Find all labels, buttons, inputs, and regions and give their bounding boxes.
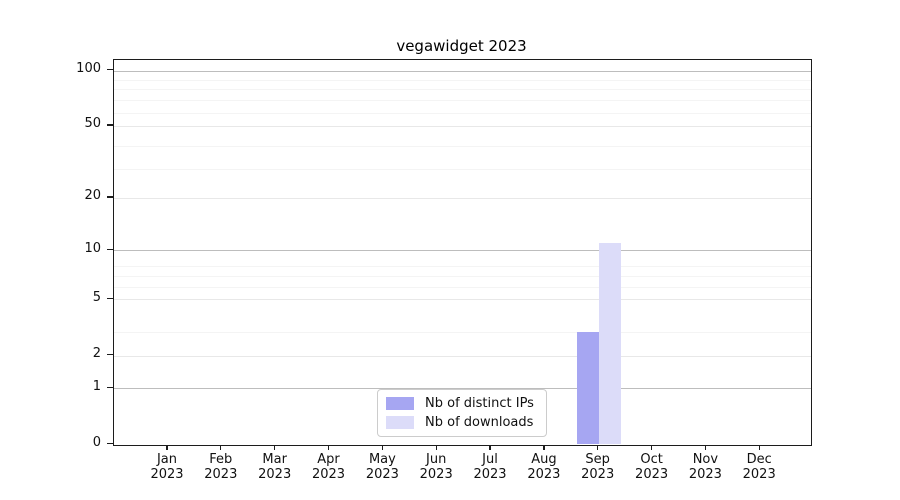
minor-gridline <box>114 89 811 91</box>
y-tick-label: 1 <box>92 378 101 394</box>
y-tick-label: 50 <box>84 116 101 132</box>
y-tick-mark <box>107 124 113 126</box>
x-tick-label-jun: Jun 2023 <box>419 451 453 483</box>
y-tick-label: 0 <box>92 435 101 450</box>
x-tick-mark <box>650 444 653 450</box>
minor-gridline <box>114 332 811 334</box>
x-tick-mark <box>597 444 599 450</box>
minor-gridline <box>114 276 811 277</box>
minor-gridline <box>114 266 811 268</box>
y-tick-label: 100 <box>76 61 101 76</box>
major-gridline <box>114 355 811 357</box>
bar-nb-of-downloads-sep <box>598 243 621 445</box>
minor-gridline <box>114 286 811 288</box>
minor-gridline <box>114 145 811 147</box>
x-tick-mark <box>758 444 760 450</box>
x-tick-label-dec: Dec 2023 <box>742 451 776 483</box>
y-tick-label: 10 <box>84 240 101 256</box>
plot-area: Nb of distinct IPs Nb of downloads <box>113 59 812 446</box>
x-tick-mark <box>274 444 276 450</box>
y-tick-label: 2 <box>92 346 101 361</box>
x-tick-label-aug: Aug 2023 <box>527 451 561 483</box>
legend: Nb of distinct IPs Nb of downloads <box>377 389 547 437</box>
x-tick-mark <box>704 444 707 450</box>
y-tick-mark <box>107 354 113 356</box>
legend-item-distinct-ips: Nb of distinct IPs <box>386 396 534 411</box>
y-tick-mark <box>107 443 113 445</box>
y-tick-label: 5 <box>92 289 101 305</box>
x-tick-label-oct: Oct 2023 <box>635 451 669 483</box>
y-tick-label: 20 <box>84 188 101 204</box>
major-gridline <box>114 70 811 72</box>
y-tick-mark <box>107 196 113 198</box>
legend-swatch-downloads <box>386 416 414 429</box>
major-gridline <box>114 299 811 301</box>
x-tick-label-jul: Jul 2023 <box>473 451 507 483</box>
x-tick-label-nov: Nov 2023 <box>688 451 722 483</box>
chart-title: vegawidget 2023 <box>396 37 527 55</box>
bar-nb-of-distinct-ips-sep <box>576 332 599 445</box>
major-gridline <box>114 197 811 199</box>
x-tick-label-sep: Sep 2023 <box>581 451 615 483</box>
x-tick-label-feb: Feb 2023 <box>204 451 238 483</box>
x-tick-label-may: May 2023 <box>365 451 399 483</box>
legend-swatch-distinct-ips <box>386 397 414 410</box>
major-gridline <box>114 388 811 390</box>
x-tick-mark <box>220 444 222 450</box>
x-tick-mark <box>327 444 330 450</box>
minor-gridline <box>114 79 811 81</box>
minor-gridline <box>114 100 811 102</box>
x-tick-label-jan: Jan 2023 <box>150 451 184 483</box>
y-tick-mark <box>107 248 113 251</box>
x-tick-mark <box>489 444 491 450</box>
x-tick-label-mar: Mar 2023 <box>258 451 292 483</box>
y-tick-mark <box>107 69 113 71</box>
legend-item-downloads: Nb of downloads <box>386 415 534 430</box>
minor-gridline <box>114 112 811 114</box>
y-tick-mark <box>107 386 113 389</box>
major-gridline <box>114 250 811 252</box>
x-tick-mark <box>435 444 437 450</box>
y-tick-mark <box>107 297 113 300</box>
legend-label-downloads: Nb of downloads <box>425 415 534 430</box>
major-gridline <box>114 125 811 127</box>
minor-gridline <box>114 168 811 170</box>
x-tick-mark <box>166 444 168 450</box>
x-tick-label-apr: Apr 2023 <box>311 451 346 483</box>
x-tick-mark <box>543 444 545 450</box>
legend-label-distinct-ips: Nb of distinct IPs <box>425 396 534 411</box>
x-tick-mark <box>381 444 384 450</box>
